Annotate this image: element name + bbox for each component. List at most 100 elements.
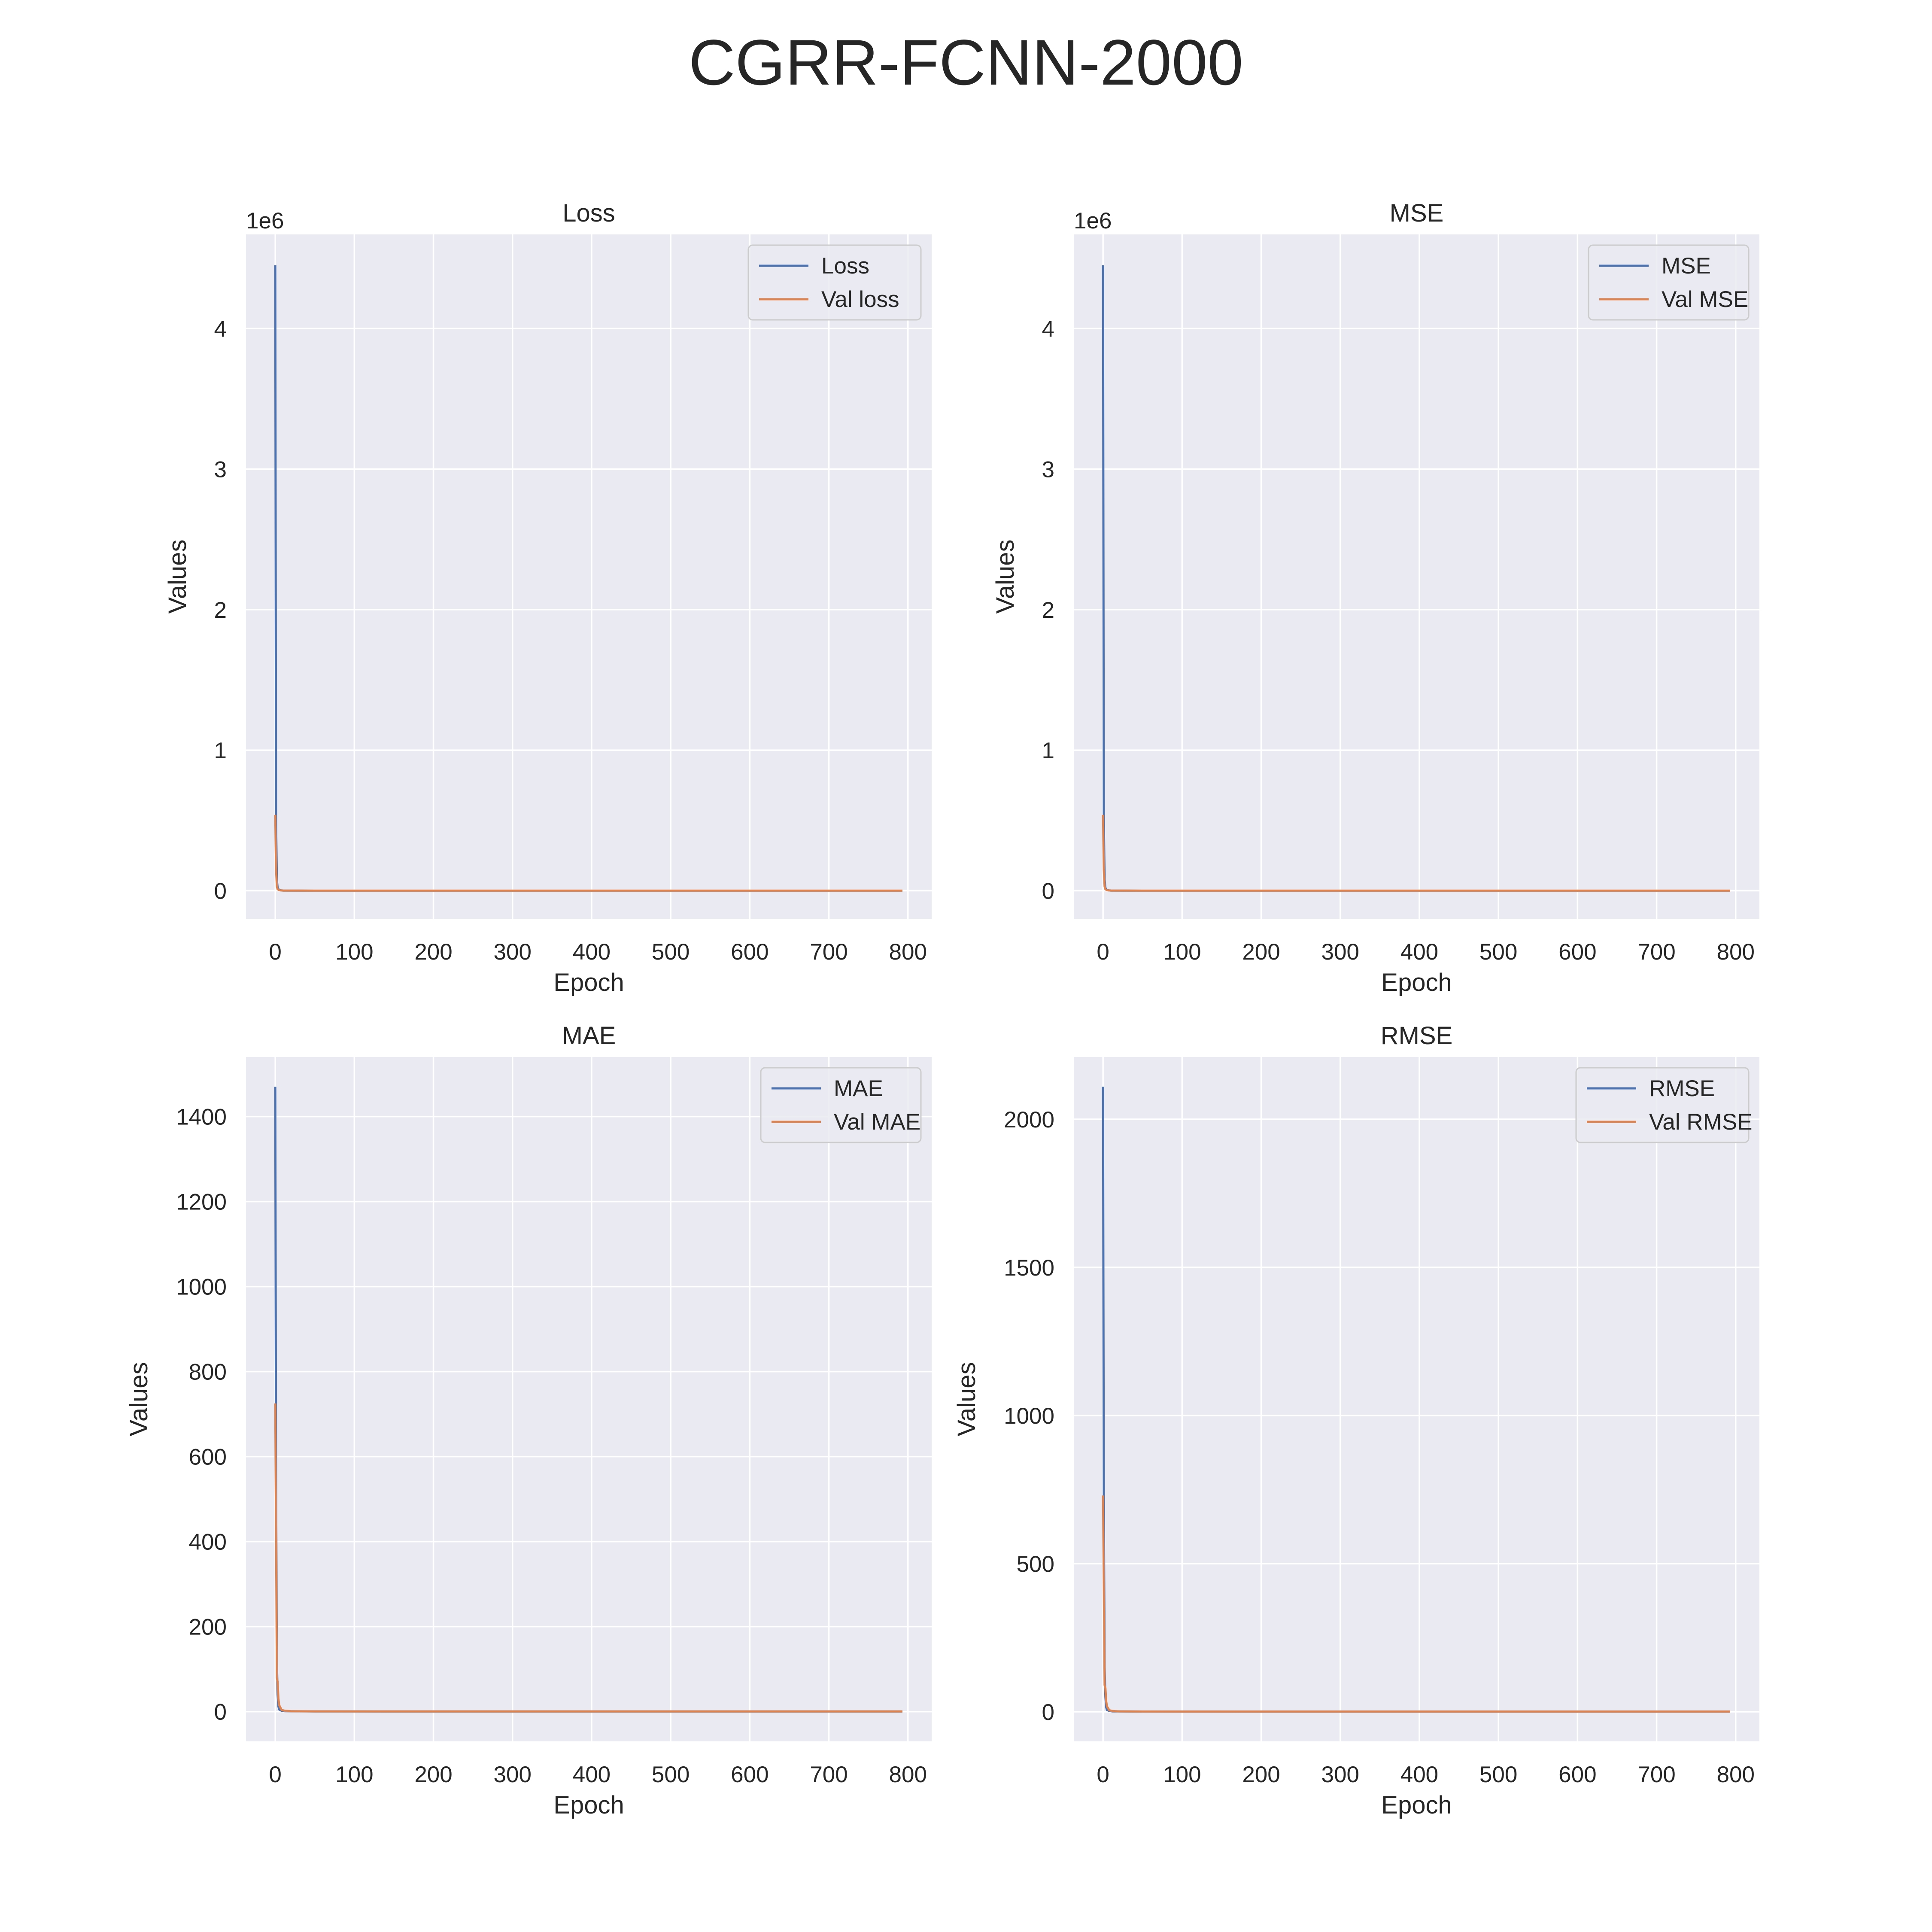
y-tick-label: 0 — [214, 879, 227, 904]
series-line-val-loss — [274, 814, 902, 892]
y-axis-label: Values — [991, 539, 1019, 614]
y-tick-label: 0 — [1042, 1700, 1054, 1725]
x-tick-label: 400 — [1400, 939, 1438, 965]
legend-label: RMSE — [1649, 1076, 1715, 1101]
x-tick-label: 800 — [889, 1762, 927, 1787]
y-tick-label: 2 — [1042, 598, 1054, 623]
y-tick-label: 4 — [214, 316, 227, 342]
y-tick-label: 1 — [1042, 738, 1054, 763]
x-tick-label: 600 — [731, 939, 769, 965]
legend-label: Val loss — [821, 287, 899, 312]
legend-label: Val MAE — [834, 1109, 920, 1135]
y-tick-label: 1000 — [1004, 1403, 1054, 1429]
x-tick-label: 300 — [1321, 1762, 1359, 1787]
x-tick-label: 800 — [889, 939, 927, 965]
y-tick-label: 400 — [189, 1530, 227, 1555]
x-axis-label: Epoch — [553, 1791, 624, 1819]
y-offset-text: 1e6 — [246, 208, 284, 234]
legend: Loss Val loss — [747, 244, 922, 321]
chart-panel-mse: 0 100 200 300 400 500 600 700 800 0 1 2 3 4 1e6 MSE Epoc… — [991, 199, 1759, 996]
chart-panel-mae: 0 100 200 300 400 500 600 700 800 0 200 400 600 800 10… — [125, 1022, 932, 1819]
x-tick-label: 700 — [1637, 1762, 1675, 1787]
legend: MAE Val MAE — [760, 1067, 922, 1143]
x-tick-label: 800 — [1717, 939, 1755, 965]
y-tick-label: 0 — [1042, 879, 1054, 904]
legend-frame — [1588, 244, 1750, 321]
x-axis-label: Epoch — [1381, 969, 1452, 996]
plot-area — [1074, 234, 1759, 919]
x-tick-label: 500 — [1479, 939, 1517, 965]
x-tick-label: 0 — [269, 1762, 281, 1787]
x-tick-label: 0 — [1097, 939, 1109, 965]
chart-title: MSE — [1390, 199, 1444, 227]
y-axis-label: Values — [125, 1362, 153, 1436]
x-axis-label: Epoch — [1381, 1791, 1452, 1819]
x-tick-label: 200 — [1242, 939, 1280, 965]
y-tick-label: 4 — [1042, 316, 1054, 342]
y-tick-label: 1200 — [176, 1190, 227, 1215]
x-tick-label: 700 — [1637, 939, 1675, 965]
x-tick-label: 800 — [1717, 1762, 1755, 1787]
x-tick-label: 700 — [810, 1762, 848, 1787]
x-tick-label: 200 — [1242, 1762, 1280, 1787]
x-tick-label: 400 — [1400, 1762, 1438, 1787]
y-axis-label: Values — [164, 539, 191, 614]
chart-panel-rmse: 0 100 200 300 400 500 600 700 800 0 500 1000 1500 200… — [953, 1022, 1759, 1819]
x-tick-label: 200 — [414, 1762, 452, 1787]
legend-label: Loss — [821, 253, 869, 279]
series-line-val-mae — [274, 1403, 902, 1713]
y-tick-label: 200 — [189, 1615, 227, 1640]
x-tick-label: 400 — [573, 1762, 611, 1787]
x-tick-label: 400 — [573, 939, 611, 965]
y-tick-label: 1 — [214, 738, 227, 763]
plot-area — [246, 234, 932, 919]
legend-label: Val MSE — [1662, 287, 1748, 312]
x-tick-label: 700 — [810, 939, 848, 965]
chart-title: MAE — [562, 1022, 616, 1050]
y-tick-label: 500 — [1017, 1552, 1054, 1577]
y-tick-label: 1500 — [1004, 1255, 1054, 1281]
x-tick-label: 200 — [414, 939, 452, 965]
y-tick-label: 3 — [1042, 457, 1054, 483]
y-tick-label: 3 — [214, 457, 227, 483]
y-tick-label: 0 — [214, 1700, 227, 1725]
y-tick-label: 600 — [189, 1445, 227, 1470]
x-tick-label: 0 — [269, 939, 281, 965]
x-tick-label: 300 — [1321, 939, 1359, 965]
legend-label: MSE — [1662, 253, 1711, 279]
x-tick-label: 300 — [494, 1762, 532, 1787]
legend-frame — [747, 244, 922, 321]
chart-title: Loss — [562, 199, 615, 227]
legend-label: Val RMSE — [1649, 1109, 1753, 1135]
chart-title: RMSE — [1381, 1022, 1453, 1050]
series-line-val-rmse — [1102, 1495, 1730, 1713]
x-tick-label: 100 — [1163, 1762, 1201, 1787]
chart-panel-loss: 0 100 200 300 400 500 600 700 800 0 1 2 3 4 1e6 Loss Epo… — [164, 199, 932, 996]
y-axis-label: Values — [953, 1362, 981, 1436]
legend: RMSE Val RMSE — [1575, 1067, 1753, 1143]
x-tick-label: 500 — [652, 1762, 690, 1787]
series-line-val-mse — [1102, 814, 1730, 892]
y-tick-label: 800 — [189, 1360, 227, 1385]
y-offset-text: 1e6 — [1074, 208, 1112, 234]
figure-title: CGRR-FCNN-2000 — [689, 26, 1243, 98]
legend-frame — [1575, 1067, 1750, 1143]
x-tick-label: 500 — [652, 939, 690, 965]
x-tick-label: 600 — [731, 1762, 769, 1787]
y-tick-label: 2000 — [1004, 1107, 1054, 1133]
y-tick-label: 1000 — [176, 1275, 227, 1300]
y-tick-label: 2 — [214, 598, 227, 623]
x-tick-label: 0 — [1097, 1762, 1109, 1787]
legend: MSE Val MSE — [1588, 244, 1750, 321]
legend-frame — [760, 1067, 922, 1143]
x-tick-label: 300 — [494, 939, 532, 965]
x-tick-label: 100 — [335, 939, 373, 965]
x-tick-label: 500 — [1479, 1762, 1517, 1787]
y-tick-label: 1400 — [176, 1105, 227, 1130]
x-tick-label: 100 — [335, 1762, 373, 1787]
x-tick-label: 600 — [1558, 939, 1596, 965]
x-axis-label: Epoch — [553, 969, 624, 996]
plot-area — [1074, 1057, 1759, 1741]
x-tick-label: 600 — [1558, 1762, 1596, 1787]
